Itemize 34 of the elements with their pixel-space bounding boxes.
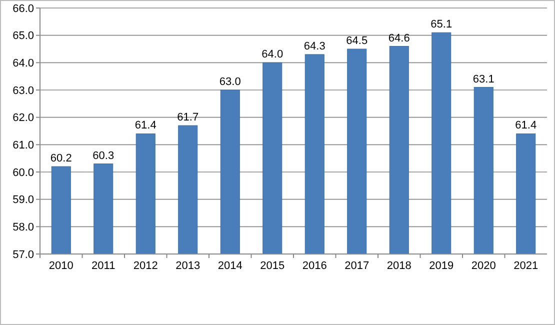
y-tick-label: 61.0 [12,140,34,152]
data-label: 61.4 [134,120,156,132]
data-label: 63.1 [472,73,494,86]
data-label: 64.3 [304,40,326,52]
x-tick-label: 2012 [133,260,158,272]
y-tick-label: 64.0 [12,58,34,70]
data-label: 64.0 [262,48,284,61]
x-tick-label: 2013 [176,260,200,272]
x-tick-label: 2015 [260,260,285,272]
data-label: 61.7 [177,112,199,124]
x-tick-label: 2019 [429,260,454,272]
data-label: 60.2 [50,152,72,165]
y-tick-label: 62.0 [12,112,34,124]
data-label: 65.1 [430,18,452,31]
data-label: 63.0 [219,76,241,88]
x-tick-label: 2010 [48,260,74,272]
data-label: 61.4 [515,120,537,132]
data-label: 60.3 [92,150,114,162]
x-tick-label: 2018 [386,260,412,272]
data-label: 64.6 [388,32,410,44]
x-tick-label: 2021 [514,260,538,272]
y-tick-label: 60.0 [12,166,34,179]
y-tick-label: 58.0 [12,222,34,234]
y-tick-label: 57.0 [12,248,34,261]
y-tick-label: 65.0 [12,30,34,42]
y-tick-label: 63.0 [12,84,34,97]
data-label: 64.5 [346,35,368,47]
x-tick-label: 2016 [302,260,327,272]
x-tick-label: 2020 [471,260,496,272]
y-tick-label: 59.0 [12,194,34,206]
x-tick-label: 2017 [344,260,370,272]
x-tick-label: 2014 [218,260,242,272]
x-tick-label: 2011 [92,260,116,272]
y-tick-label: 66.0 [12,2,34,15]
